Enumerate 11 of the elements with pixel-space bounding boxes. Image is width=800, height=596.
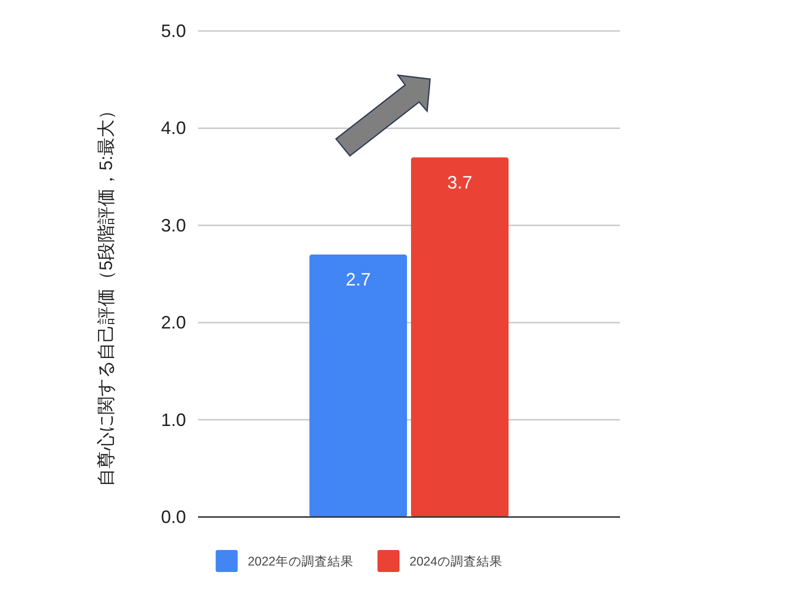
- y-tick-label: 5.0: [160, 21, 186, 41]
- y-tick-label: 2.0: [160, 312, 186, 333]
- data-label: 3.7: [447, 172, 472, 192]
- y-tick-label: 4.0: [160, 118, 186, 138]
- y-tick-label: 0.0: [160, 507, 186, 527]
- y-tick-label: 1.0: [160, 410, 186, 430]
- y-axis-title: 自尊心に関する自己評価（5段階評価，5:最大）: [96, 101, 116, 487]
- data-label: 2.7: [346, 270, 371, 290]
- legend-label: 2022年の調査結果: [248, 554, 354, 568]
- y-tick-label: 3.0: [160, 215, 186, 236]
- legend-label: 2024の調査結果: [410, 554, 502, 568]
